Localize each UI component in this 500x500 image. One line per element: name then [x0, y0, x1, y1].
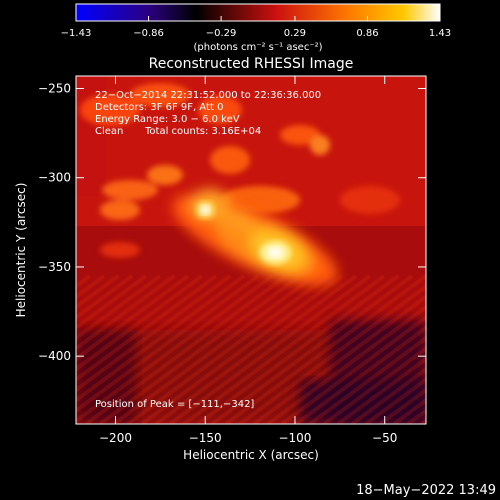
colorbar-tick-label: −0.29: [206, 28, 237, 39]
colorbar: [75, 3, 441, 22]
fringe-stripe: [308, 335, 426, 424]
source-core-secondary: [200, 204, 211, 215]
fringe-stripe: [238, 283, 426, 424]
fringe-stripe: [76, 274, 148, 331]
fringe-stripe: [154, 274, 358, 424]
colorbar-tick-label: −0.86: [133, 28, 164, 39]
x-tick-label: −50: [372, 431, 397, 445]
fringe-stripe: [76, 274, 162, 341]
fringe-stripe: [76, 274, 232, 393]
fringe-stripe: [84, 274, 288, 424]
fringe-stripe: [252, 294, 426, 424]
x-tick-label: −200: [99, 431, 132, 445]
fringe-stripe: [322, 346, 426, 424]
fringe-stripe: [76, 274, 134, 320]
fringe-stripe: [224, 274, 426, 424]
fringe-stripe: [210, 274, 414, 424]
fringe-stripe: [76, 274, 204, 372]
y-tick-label: −250: [38, 81, 71, 95]
y-tick-label: −300: [38, 171, 71, 185]
annotation-energy: Energy Range: 3.0 − 6.0 keV: [95, 114, 240, 125]
source-markers: [195, 200, 292, 265]
y-tick-label: −350: [38, 260, 71, 274]
fringe-stripe: [168, 274, 372, 424]
fringe-stripe: [336, 356, 426, 424]
fringe-stripe: [378, 387, 426, 424]
colorbar-tick-label: 0.86: [356, 28, 378, 39]
colorbar-tick-label: −1.43: [61, 28, 92, 39]
fringe-stripe: [76, 274, 190, 362]
fringe-stripe: [0, 276, 6, 424]
fringe-stripe: [112, 274, 316, 424]
y-axis: −250 −300 −350 −400: [38, 81, 426, 363]
fringe-stripe: [98, 274, 302, 424]
fringe-stripe: [266, 304, 426, 424]
annotation-time-range: 22−Oct−2014 22:31:52.000 to 22:36:36.000: [95, 90, 321, 101]
plot-frame: [75, 75, 427, 425]
colorbar-unit: (photons cm⁻² s⁻¹ asec⁻²): [193, 42, 322, 53]
fringe-stripe: [420, 418, 426, 424]
annotation-clean: Clean: [95, 126, 123, 137]
x-tick-label: −150: [189, 431, 222, 445]
fringe-stripe: [280, 314, 426, 424]
y-tick-label: −400: [38, 349, 71, 363]
fringe-stripe: [76, 274, 260, 414]
fringe-stripe: [350, 366, 426, 424]
annotation-peak: Position of Peak = [−111,−342]: [95, 399, 254, 410]
annotation-total-counts: Total counts: 3.16E+04: [144, 126, 261, 137]
source-core-main: [267, 246, 284, 259]
fringe-stripe: [76, 274, 218, 383]
heatmap-image: [0, 76, 426, 424]
chart-title: Reconstructed RHESSI Image: [149, 56, 354, 72]
x-axis-label: Heliocentric X (arcsec): [183, 448, 319, 462]
fringe-stripe: [126, 274, 330, 424]
colorbar-ticks: −1.43 −0.86 −0.29 0.29 0.86 1.43: [61, 16, 451, 39]
fringe-stripe: [76, 274, 176, 352]
footer-date: 18−May−2022 13:49: [356, 483, 496, 498]
fringe-stripe: [76, 274, 274, 424]
fringe-stripe: [76, 274, 246, 403]
fringe-stripe: [364, 377, 426, 424]
fringe-stripe: [294, 325, 426, 424]
y-axis-label: Heliocentric Y (arcsec): [14, 183, 28, 318]
colorbar-tick-label: 1.43: [429, 28, 451, 39]
colorbar-tick-label: 0.29: [284, 28, 306, 39]
x-axis: −200 −150 −100 −50: [99, 76, 397, 445]
fringe-stripe: [196, 274, 400, 424]
annotation-detectors: Detectors: 3F 6F 9F, Att 0: [95, 102, 223, 113]
fringe-stripe: [140, 274, 344, 424]
x-tick-label: −100: [278, 431, 311, 445]
fringe-stripe: [76, 274, 120, 310]
fringe-stripe: [182, 274, 386, 424]
